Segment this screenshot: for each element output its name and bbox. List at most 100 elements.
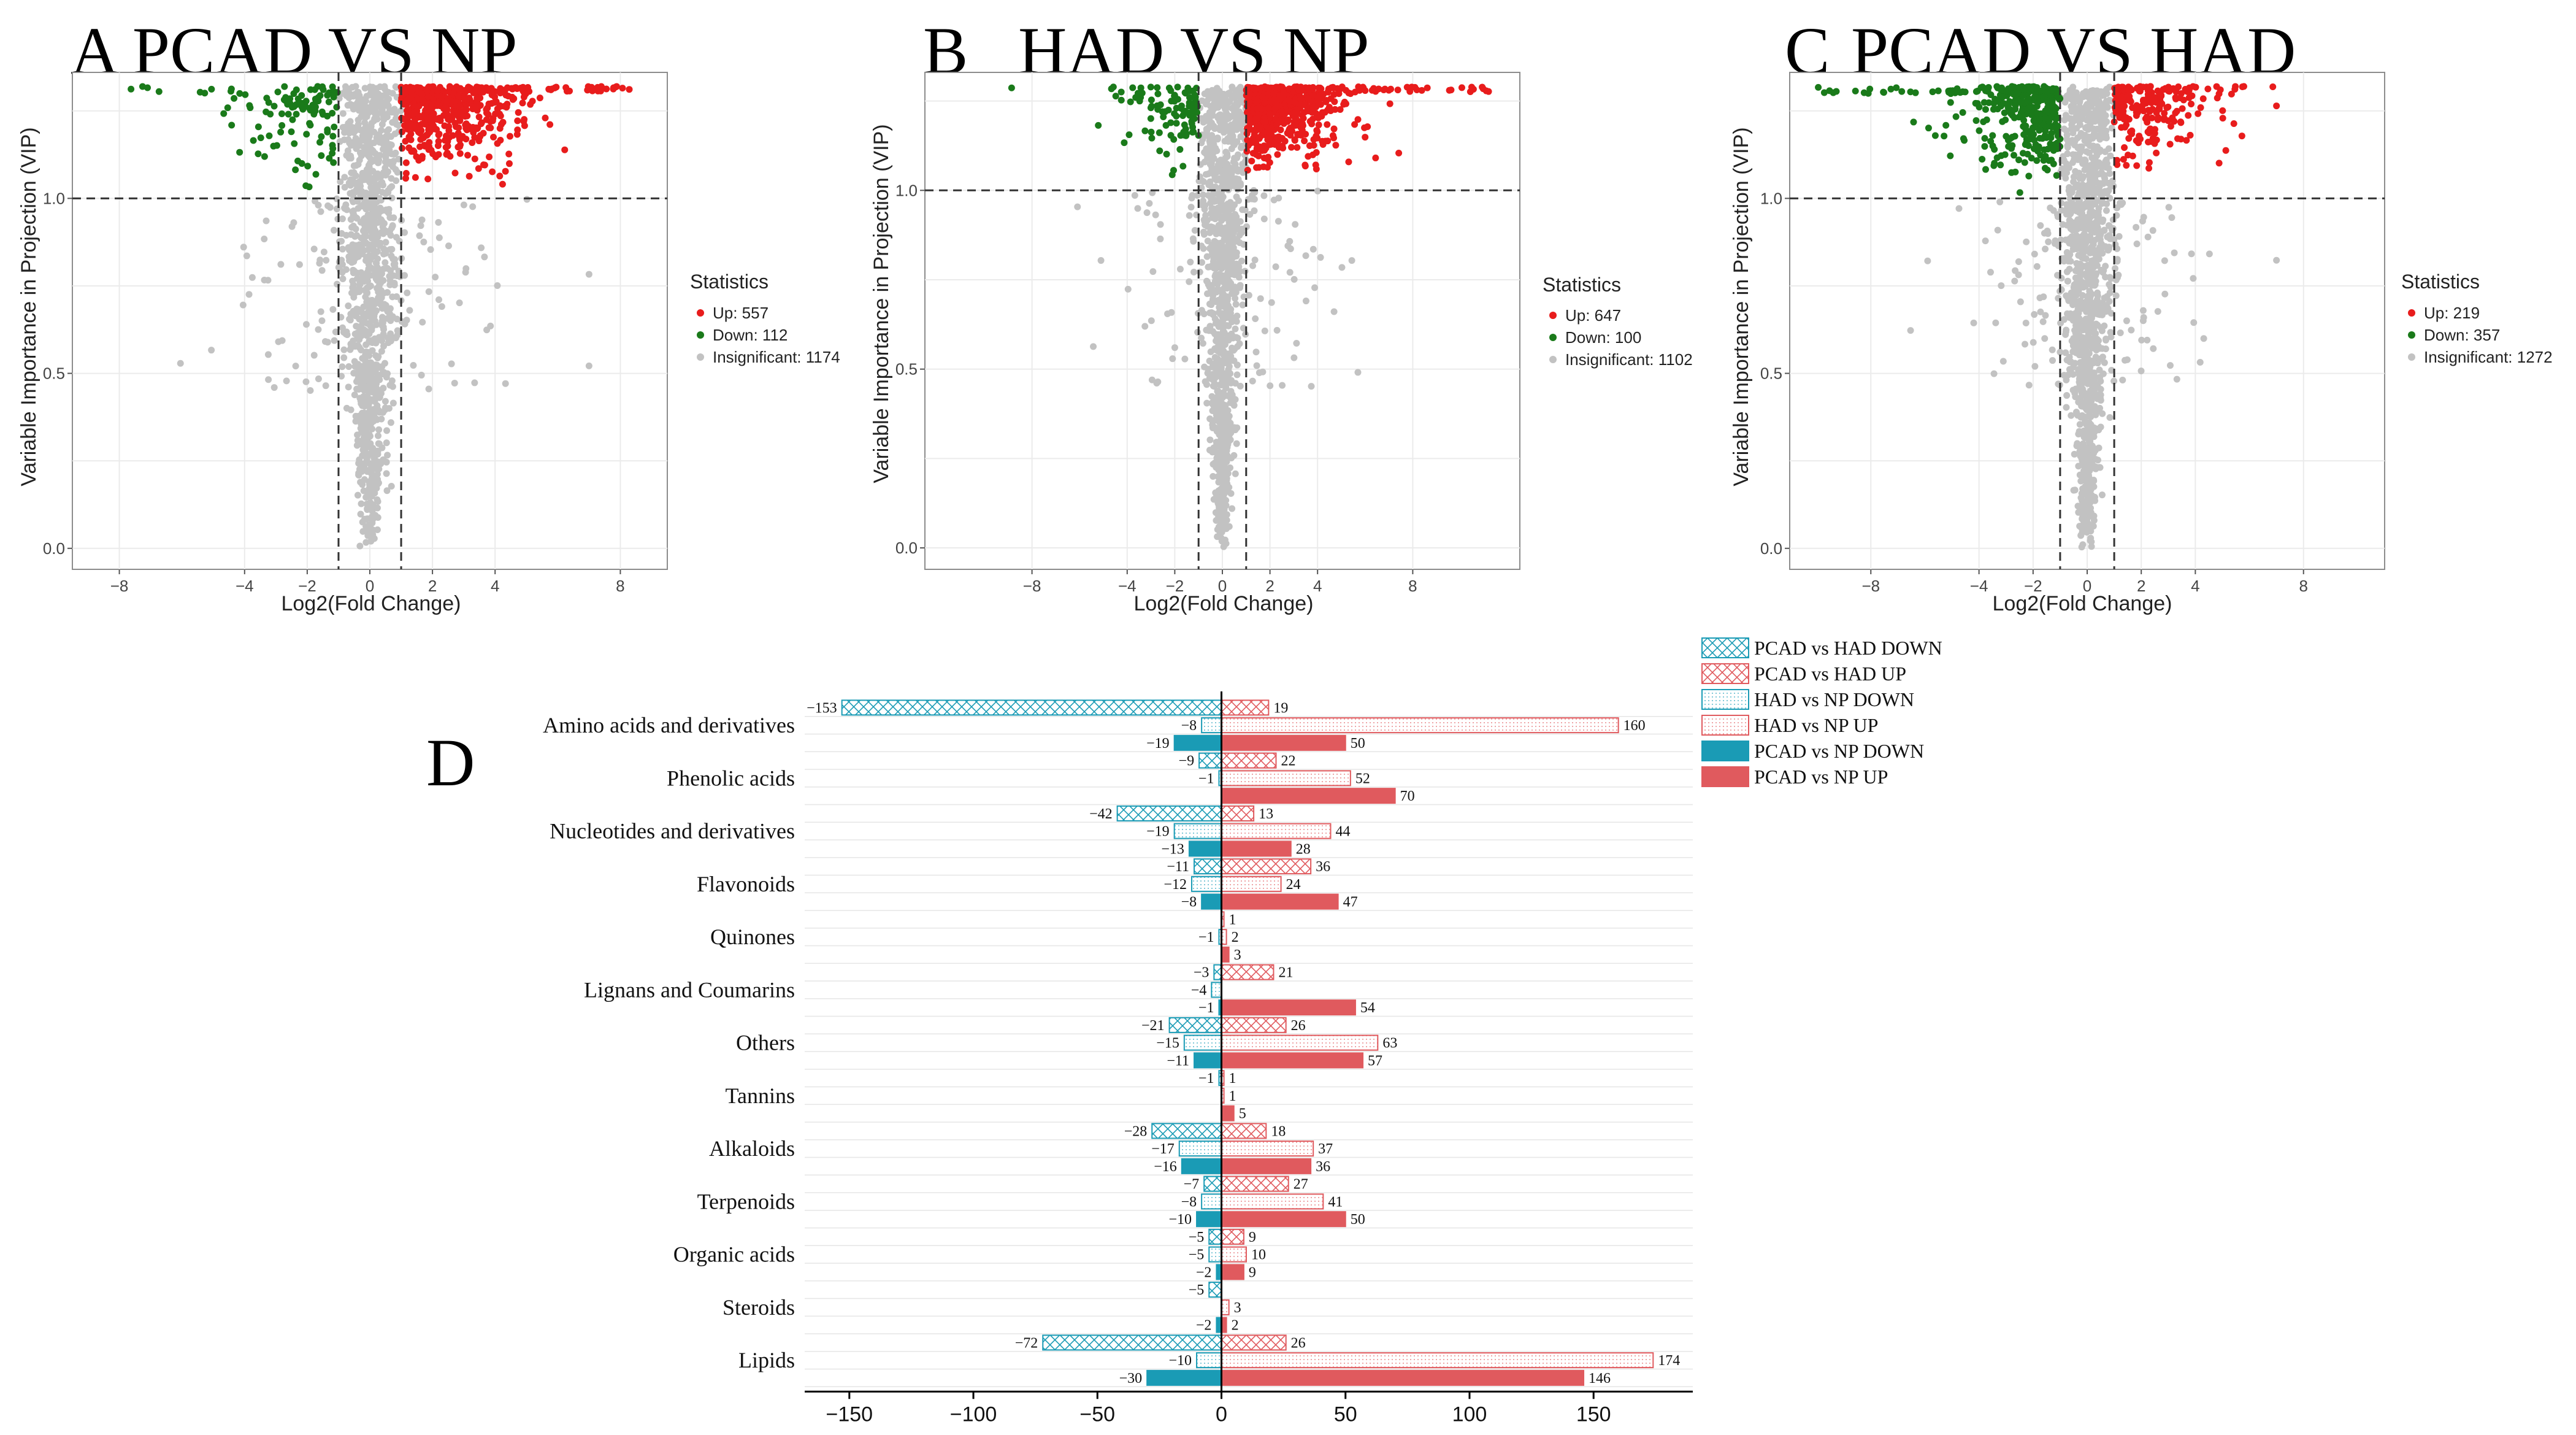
insignificant-point — [365, 301, 372, 309]
insignificant-point — [2082, 226, 2089, 233]
down-point — [1168, 171, 1176, 179]
insignificant-point — [404, 289, 411, 296]
up-point — [461, 95, 468, 102]
insignificant-point — [386, 227, 394, 234]
up-point — [588, 87, 596, 94]
insignificant-point — [361, 85, 369, 92]
insignificant-point — [339, 363, 346, 371]
up-point — [1248, 158, 1255, 165]
insignificant-point — [1143, 209, 1151, 217]
down-point — [257, 134, 264, 142]
insignificant-point — [1200, 228, 1207, 236]
up-point — [1261, 99, 1268, 106]
insignificant-point — [347, 216, 355, 223]
insignificant-point — [1202, 221, 1209, 229]
insignificant-point — [2073, 442, 2080, 450]
insignificant-point — [2110, 377, 2118, 385]
down-point — [255, 150, 262, 158]
up-point — [508, 93, 516, 101]
insignificant-point — [383, 439, 390, 447]
insignificant-point — [345, 363, 353, 371]
up-point — [460, 87, 467, 94]
insignificant-point — [1218, 528, 1225, 536]
insignificant-point — [1261, 327, 1268, 334]
insignificant-point — [370, 224, 378, 231]
insignificant-point — [367, 205, 375, 212]
up-point — [417, 113, 424, 121]
up-point — [404, 117, 411, 124]
down-point — [1156, 147, 1163, 155]
insignificant-point — [369, 316, 376, 323]
insignificant-point — [360, 227, 367, 234]
insignificant-point — [374, 496, 381, 503]
insignificant-point — [2093, 391, 2101, 398]
insignificant-point — [1232, 294, 1239, 302]
insignificant-point — [1229, 133, 1236, 140]
down-point — [1138, 90, 1146, 97]
insignificant-point — [1203, 112, 1210, 120]
insignificant-point — [374, 504, 381, 512]
up-point — [1458, 84, 1465, 91]
insignificant-point — [2069, 245, 2077, 253]
down-point — [255, 123, 262, 131]
down-point — [1137, 84, 1144, 91]
insignificant-point — [1218, 512, 1225, 520]
up-point — [1285, 127, 1292, 134]
insignificant-point — [1233, 138, 1241, 145]
insignificant-point — [2099, 269, 2107, 276]
insignificant-point — [2033, 263, 2041, 270]
insignificant-point — [1217, 364, 1225, 371]
insignificant-point — [370, 216, 378, 223]
up-point — [514, 117, 521, 125]
insignificant-point — [1221, 236, 1228, 243]
insignificant-point — [1186, 278, 1193, 285]
down-point — [278, 121, 286, 129]
insignificant-point — [2114, 245, 2121, 252]
up-point — [1274, 151, 1281, 158]
up-point — [1266, 110, 1273, 118]
insignificant-point — [1970, 319, 1977, 326]
down-point — [286, 99, 293, 106]
insignificant-point — [1233, 361, 1241, 369]
insignificant-point — [350, 169, 358, 176]
insignificant-point — [339, 110, 347, 117]
insignificant-point — [296, 261, 303, 268]
insignificant-point — [1232, 289, 1240, 296]
up-point — [1364, 123, 1371, 131]
up-point — [610, 85, 617, 93]
insignificant-point — [380, 326, 388, 333]
points — [1815, 83, 2280, 551]
insignificant-point — [2023, 238, 2030, 245]
insignificant-point — [2190, 275, 2197, 282]
insignificant-point — [451, 379, 458, 387]
x-tick-label: 4 — [491, 577, 499, 595]
up-point — [1259, 93, 1266, 101]
up-point — [1252, 98, 1260, 106]
insignificant-point — [208, 347, 215, 354]
up-point — [1354, 116, 1362, 123]
up-point — [485, 111, 492, 118]
insignificant-point — [445, 242, 452, 250]
insignificant-point — [1074, 203, 1081, 210]
insignificant-point — [1309, 245, 1317, 253]
insignificant-point — [2090, 142, 2097, 150]
down-point — [263, 108, 270, 115]
down-point — [1194, 109, 1201, 116]
down-point — [1112, 93, 1119, 100]
insignificant-point — [359, 481, 366, 488]
insignificant-point — [264, 351, 272, 358]
up-point — [499, 180, 506, 188]
insignificant-point — [389, 383, 396, 390]
insignificant-point — [2119, 199, 2126, 207]
insignificant-point — [406, 307, 413, 314]
insignificant-point — [419, 318, 426, 326]
insignificant-point — [361, 463, 368, 471]
up-point — [435, 131, 442, 139]
insignificant-point — [1330, 308, 1338, 315]
insignificant-point — [2079, 210, 2086, 217]
insignificant-point — [1249, 262, 1257, 269]
insignificant-point — [1955, 205, 1963, 212]
up-point — [1307, 97, 1314, 104]
insignificant-point — [380, 145, 387, 153]
insignificant-point — [359, 130, 367, 137]
